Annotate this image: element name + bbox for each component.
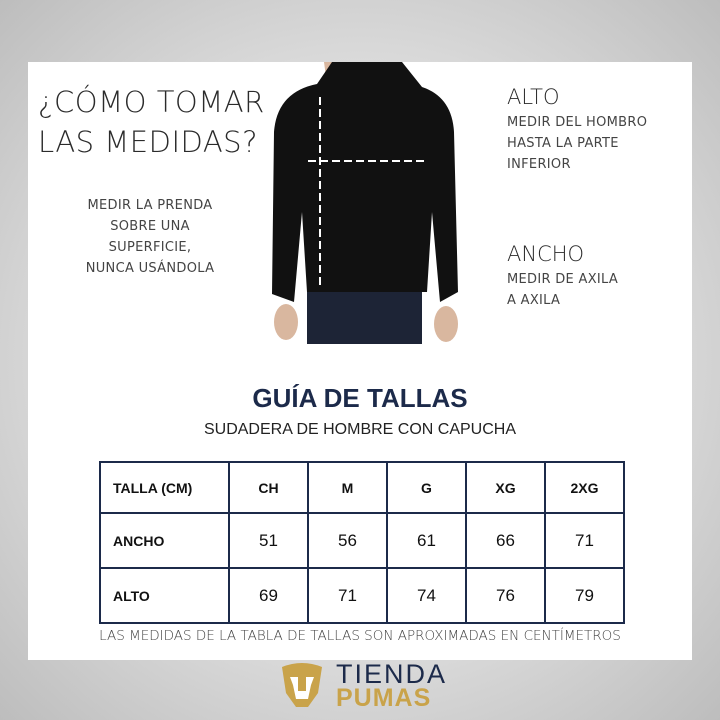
- instruction-line: MEDIR LA PRENDA: [87, 198, 213, 213]
- header-cell: 2XG: [544, 461, 625, 514]
- ancho-line: A AXILA: [507, 293, 561, 308]
- instruction-text: MEDIR LA PRENDA SOBRE UNA SUPERFICIE, NU…: [60, 195, 240, 279]
- table-cell: 76: [465, 567, 546, 624]
- alto-line: MEDIR DEL HOMBRO: [507, 115, 648, 130]
- alto-line: HASTA LA PARTE: [507, 136, 619, 151]
- instruction-line: SOBRE UNA: [110, 219, 190, 234]
- pumas-shield-icon: [282, 663, 322, 707]
- how-to-measure-heading: ¿CÓMO TOMAR LAS MEDIDAS?: [38, 82, 265, 162]
- ancho-title: ANCHO: [507, 242, 585, 266]
- table-cell: 56: [307, 512, 388, 569]
- row-label: ALTO: [99, 567, 230, 624]
- logo-line2: PUMAS: [336, 684, 432, 712]
- header-cell: XG: [465, 461, 546, 514]
- instruction-line: SUPERFICIE,: [108, 240, 192, 255]
- alto-title: ALTO: [507, 85, 560, 109]
- size-table: TALLA (CM) CH M G XG 2XG ANCHO 51 56 61 …: [99, 461, 625, 624]
- ancho-section: ANCHO MEDIR DE AXILA A AXILA: [507, 242, 618, 311]
- table-cell: 61: [386, 512, 467, 569]
- tienda-pumas-logo: TIENDA PUMAS: [278, 659, 448, 712]
- logo-line1: TIENDA: [336, 659, 448, 689]
- header-cell: M: [307, 461, 388, 514]
- size-guide-subtitle: SUDADERA DE HOMBRE CON CAPUCHA: [203, 421, 517, 438]
- ancho-line: MEDIR DE AXILA: [507, 272, 619, 287]
- table-row: ANCHO 51 56 61 66 71: [99, 512, 625, 569]
- hoodie-photo: [272, 62, 458, 344]
- table-cell: 71: [544, 512, 625, 569]
- size-guide-title: GUÍA DE TALLAS: [252, 383, 468, 413]
- measurement-note: LAS MEDIDAS DE LA TABLA DE TALLAS SON AP…: [99, 628, 621, 644]
- table-cell: 69: [228, 567, 309, 624]
- heading-line: ¿CÓMO TOMAR: [38, 85, 265, 119]
- alto-section: ALTO MEDIR DEL HOMBRO HASTA LA PARTE INF…: [507, 85, 647, 175]
- header-cell: TALLA (CM): [99, 461, 230, 514]
- alto-line: INFERIOR: [507, 157, 571, 172]
- row-label: ANCHO: [99, 512, 230, 569]
- table-header-row: TALLA (CM) CH M G XG 2XG: [99, 461, 625, 514]
- table-row: ALTO 69 71 74 76 79: [99, 567, 625, 624]
- table-cell: 74: [386, 567, 467, 624]
- heading-line: LAS MEDIDAS?: [38, 125, 258, 159]
- instruction-line: NUNCA USÁNDOLA: [85, 261, 215, 276]
- table-cell: 66: [465, 512, 546, 569]
- table-cell: 79: [544, 567, 625, 624]
- header-cell: CH: [228, 461, 309, 514]
- table-cell: 51: [228, 512, 309, 569]
- header-cell: G: [386, 461, 467, 514]
- table-cell: 71: [307, 567, 388, 624]
